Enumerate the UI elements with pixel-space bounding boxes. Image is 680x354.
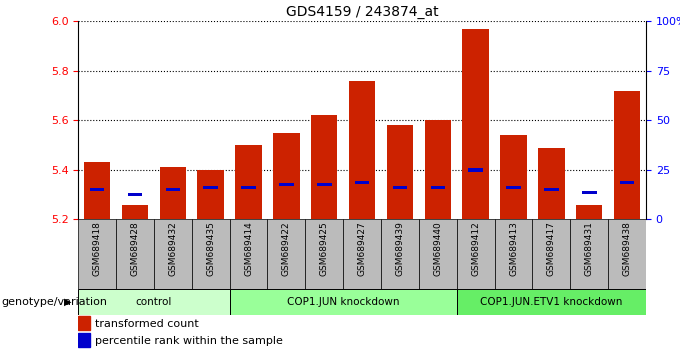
Bar bbox=[387, 125, 413, 219]
Text: GSM689413: GSM689413 bbox=[509, 222, 518, 276]
Bar bbox=[165, 188, 180, 192]
Bar bbox=[317, 183, 332, 187]
Bar bbox=[343, 219, 381, 289]
Bar bbox=[78, 219, 116, 289]
Text: control: control bbox=[136, 297, 172, 307]
Text: GSM689417: GSM689417 bbox=[547, 222, 556, 276]
Bar bbox=[582, 190, 596, 194]
Text: COP1.JUN.ETV1 knockdown: COP1.JUN.ETV1 knockdown bbox=[480, 297, 623, 307]
Bar bbox=[469, 168, 483, 172]
Text: percentile rank within the sample: percentile rank within the sample bbox=[95, 336, 283, 346]
Bar bbox=[128, 193, 142, 196]
Bar bbox=[419, 219, 457, 289]
Bar bbox=[154, 219, 192, 289]
Bar bbox=[197, 170, 224, 219]
Bar bbox=[160, 167, 186, 219]
Bar bbox=[273, 133, 300, 219]
Text: genotype/variation: genotype/variation bbox=[1, 297, 107, 307]
Bar bbox=[619, 181, 634, 184]
Bar bbox=[122, 205, 148, 219]
Bar bbox=[230, 219, 267, 289]
Bar bbox=[241, 185, 256, 189]
Text: ▶: ▶ bbox=[64, 297, 71, 307]
Bar bbox=[462, 29, 489, 219]
Bar bbox=[230, 289, 457, 315]
Bar bbox=[267, 219, 305, 289]
Bar bbox=[500, 135, 527, 219]
Bar bbox=[494, 219, 532, 289]
Bar bbox=[116, 219, 154, 289]
Bar bbox=[311, 115, 337, 219]
Text: GSM689438: GSM689438 bbox=[623, 222, 632, 276]
Bar bbox=[84, 162, 110, 219]
Bar bbox=[349, 81, 375, 219]
Bar bbox=[506, 185, 521, 189]
Text: GSM689412: GSM689412 bbox=[471, 222, 480, 276]
Text: GSM689428: GSM689428 bbox=[131, 222, 139, 276]
Bar bbox=[424, 120, 451, 219]
Bar bbox=[305, 219, 343, 289]
Text: GSM689439: GSM689439 bbox=[396, 222, 405, 276]
Bar bbox=[355, 181, 369, 184]
Bar bbox=[614, 91, 641, 219]
Bar bbox=[78, 316, 90, 330]
Bar bbox=[538, 148, 564, 219]
Bar bbox=[532, 219, 571, 289]
Bar bbox=[203, 185, 218, 189]
Bar bbox=[279, 183, 294, 187]
Text: transformed count: transformed count bbox=[95, 319, 199, 329]
Text: GSM689440: GSM689440 bbox=[433, 222, 442, 276]
Text: GSM689414: GSM689414 bbox=[244, 222, 253, 276]
Bar bbox=[381, 219, 419, 289]
Text: GSM689418: GSM689418 bbox=[92, 222, 101, 276]
Bar bbox=[90, 188, 105, 192]
Bar bbox=[457, 219, 494, 289]
Bar bbox=[430, 185, 445, 189]
Bar bbox=[392, 185, 407, 189]
Bar bbox=[78, 333, 90, 347]
Text: COP1.JUN knockdown: COP1.JUN knockdown bbox=[287, 297, 399, 307]
Text: GSM689427: GSM689427 bbox=[358, 222, 367, 276]
Bar bbox=[457, 289, 646, 315]
Title: GDS4159 / 243874_at: GDS4159 / 243874_at bbox=[286, 5, 439, 19]
Bar bbox=[235, 145, 262, 219]
Bar bbox=[571, 219, 608, 289]
Text: GSM689435: GSM689435 bbox=[206, 222, 215, 276]
Bar bbox=[544, 188, 559, 192]
Bar bbox=[78, 289, 230, 315]
Text: GSM689431: GSM689431 bbox=[585, 222, 594, 276]
Text: GSM689432: GSM689432 bbox=[169, 222, 177, 276]
Bar bbox=[608, 219, 646, 289]
Text: GSM689425: GSM689425 bbox=[320, 222, 328, 276]
Bar bbox=[576, 205, 602, 219]
Bar bbox=[192, 219, 230, 289]
Text: GSM689422: GSM689422 bbox=[282, 222, 291, 276]
